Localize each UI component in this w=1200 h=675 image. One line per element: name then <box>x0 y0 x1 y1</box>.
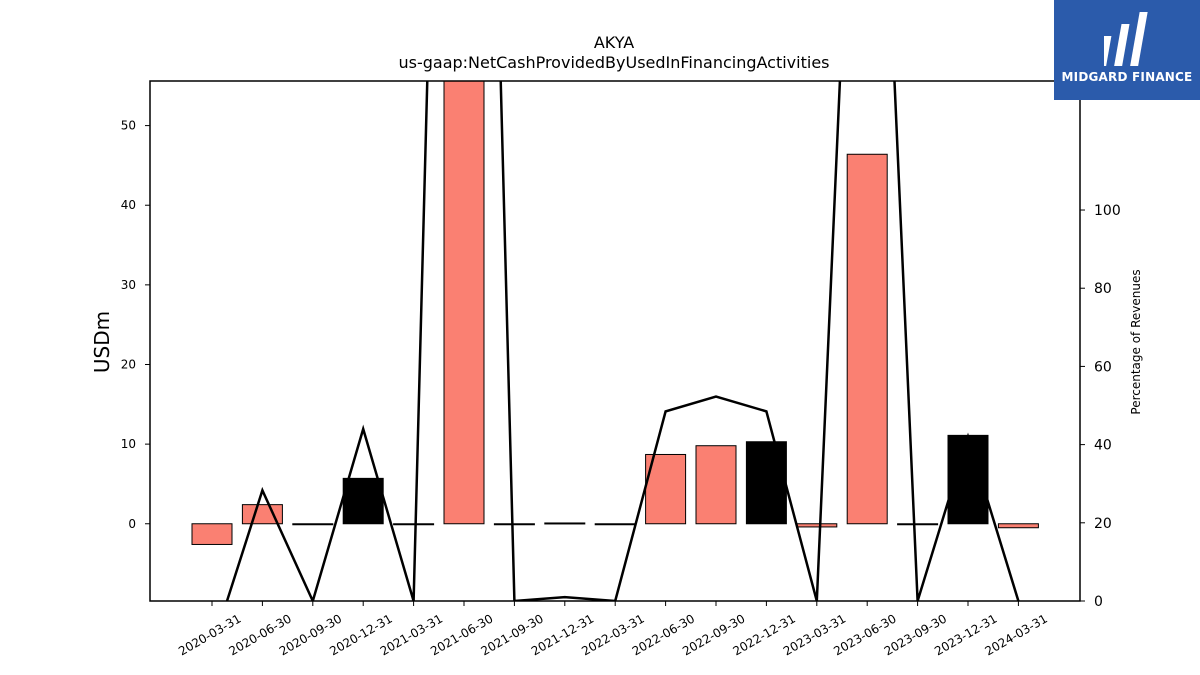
y-tick-label: 20 <box>121 357 136 371</box>
y-tick-label: 50 <box>121 119 136 133</box>
series-line <box>225 81 1020 601</box>
bar-2022-12-31 <box>745 441 787 525</box>
y-right-tick-label: 0 <box>1094 594 1103 610</box>
brand-logo: MIDGARD FINANCE <box>1054 0 1200 100</box>
bar-2021-03-31 <box>393 523 435 526</box>
bar-2020-12-31 <box>342 477 384 525</box>
bar-2022-03-31 <box>594 523 636 526</box>
y-axis-right-label: Percentage of Revenues <box>1129 269 1143 414</box>
y-tick-label: 40 <box>121 198 136 212</box>
bar-2023-09-30 <box>897 523 939 526</box>
y-right-tick-label: 20 <box>1094 516 1112 532</box>
chart-subtitle: us-gaap:NetCashProvidedByUsedInFinancing… <box>398 53 829 72</box>
logo-text: MIDGARD FINANCE <box>1061 70 1193 84</box>
y-right-tick-label: 60 <box>1094 359 1112 375</box>
bar-2023-06-30 <box>846 153 888 525</box>
y-tick-label: 0 <box>128 517 136 531</box>
logo-icon <box>1104 12 1148 66</box>
bar-2021-06-30 <box>443 81 485 525</box>
y-axis-label: USDm <box>90 311 114 373</box>
bar-2022-06-30 <box>645 453 687 525</box>
bar-2022-09-30 <box>695 445 737 525</box>
bar-2021-09-30 <box>493 523 535 526</box>
bar-2024-03-31 <box>997 523 1039 529</box>
bar-2020-03-31 <box>191 523 233 545</box>
bar-2021-12-31 <box>544 522 586 525</box>
bar-2020-09-30 <box>292 523 334 526</box>
y-right-tick-label: 80 <box>1094 281 1112 297</box>
bar-2023-03-31 <box>796 523 838 528</box>
y-right-tick-label: 100 <box>1094 203 1121 219</box>
y-tick-label: 10 <box>121 437 136 451</box>
y-right-tick-label: 40 <box>1094 438 1112 454</box>
bar-group <box>191 81 1039 545</box>
y-tick-label: 30 <box>121 278 136 292</box>
chart-title: AKYA <box>594 33 634 52</box>
